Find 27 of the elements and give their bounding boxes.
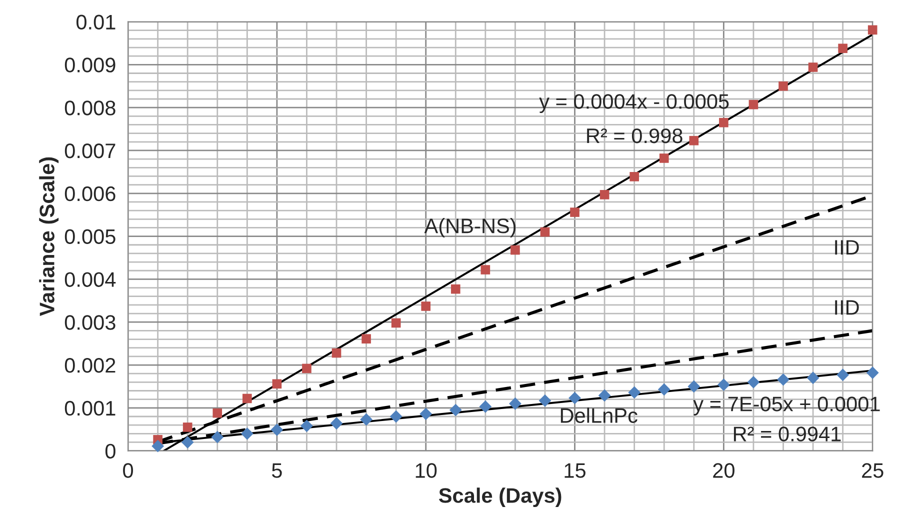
annotation: IID — [835, 300, 859, 315]
x-tick-label: 0 — [123, 463, 134, 478]
x-tick-label: 5 — [272, 463, 282, 478]
annotation: y = 0.0004x - 0.0005 — [539, 94, 729, 113]
x-tick-label: 10 — [416, 463, 437, 478]
annotation: y = 7E-05x + 0.0001 — [693, 396, 880, 416]
y-tick-label: 0.001 — [64, 400, 116, 416]
y-tick-label: 0.008 — [64, 100, 116, 116]
y-tick-label: 0 — [105, 444, 116, 459]
y-tick-label: 0.005 — [64, 229, 116, 244]
x-tick-label: 25 — [862, 463, 884, 478]
y-tick-label: 0.002 — [64, 358, 116, 373]
x-tick-label: 15 — [564, 463, 586, 478]
y-tick-label: 0.004 — [64, 272, 116, 287]
y-tick-label: 0.01 — [76, 14, 116, 30]
y-tick-label: 0.009 — [64, 58, 116, 72]
y-tick-label: 0.007 — [64, 143, 116, 158]
annotation: IID — [835, 240, 859, 255]
annotation: R² = 0.998 — [587, 128, 682, 144]
x-axis-title: Scale (Days) — [438, 488, 562, 508]
x-tick-label: 20 — [713, 463, 734, 478]
y-tick-label: 0.003 — [64, 315, 116, 330]
annotation: DelLnPc — [560, 408, 638, 423]
y-tick-label: 0.006 — [64, 186, 116, 202]
y-axis-title: Variance (Scale) — [39, 157, 59, 316]
annotation: R² = 0.9941 — [734, 426, 841, 442]
annotation: A(NB-NS) — [424, 218, 516, 238]
